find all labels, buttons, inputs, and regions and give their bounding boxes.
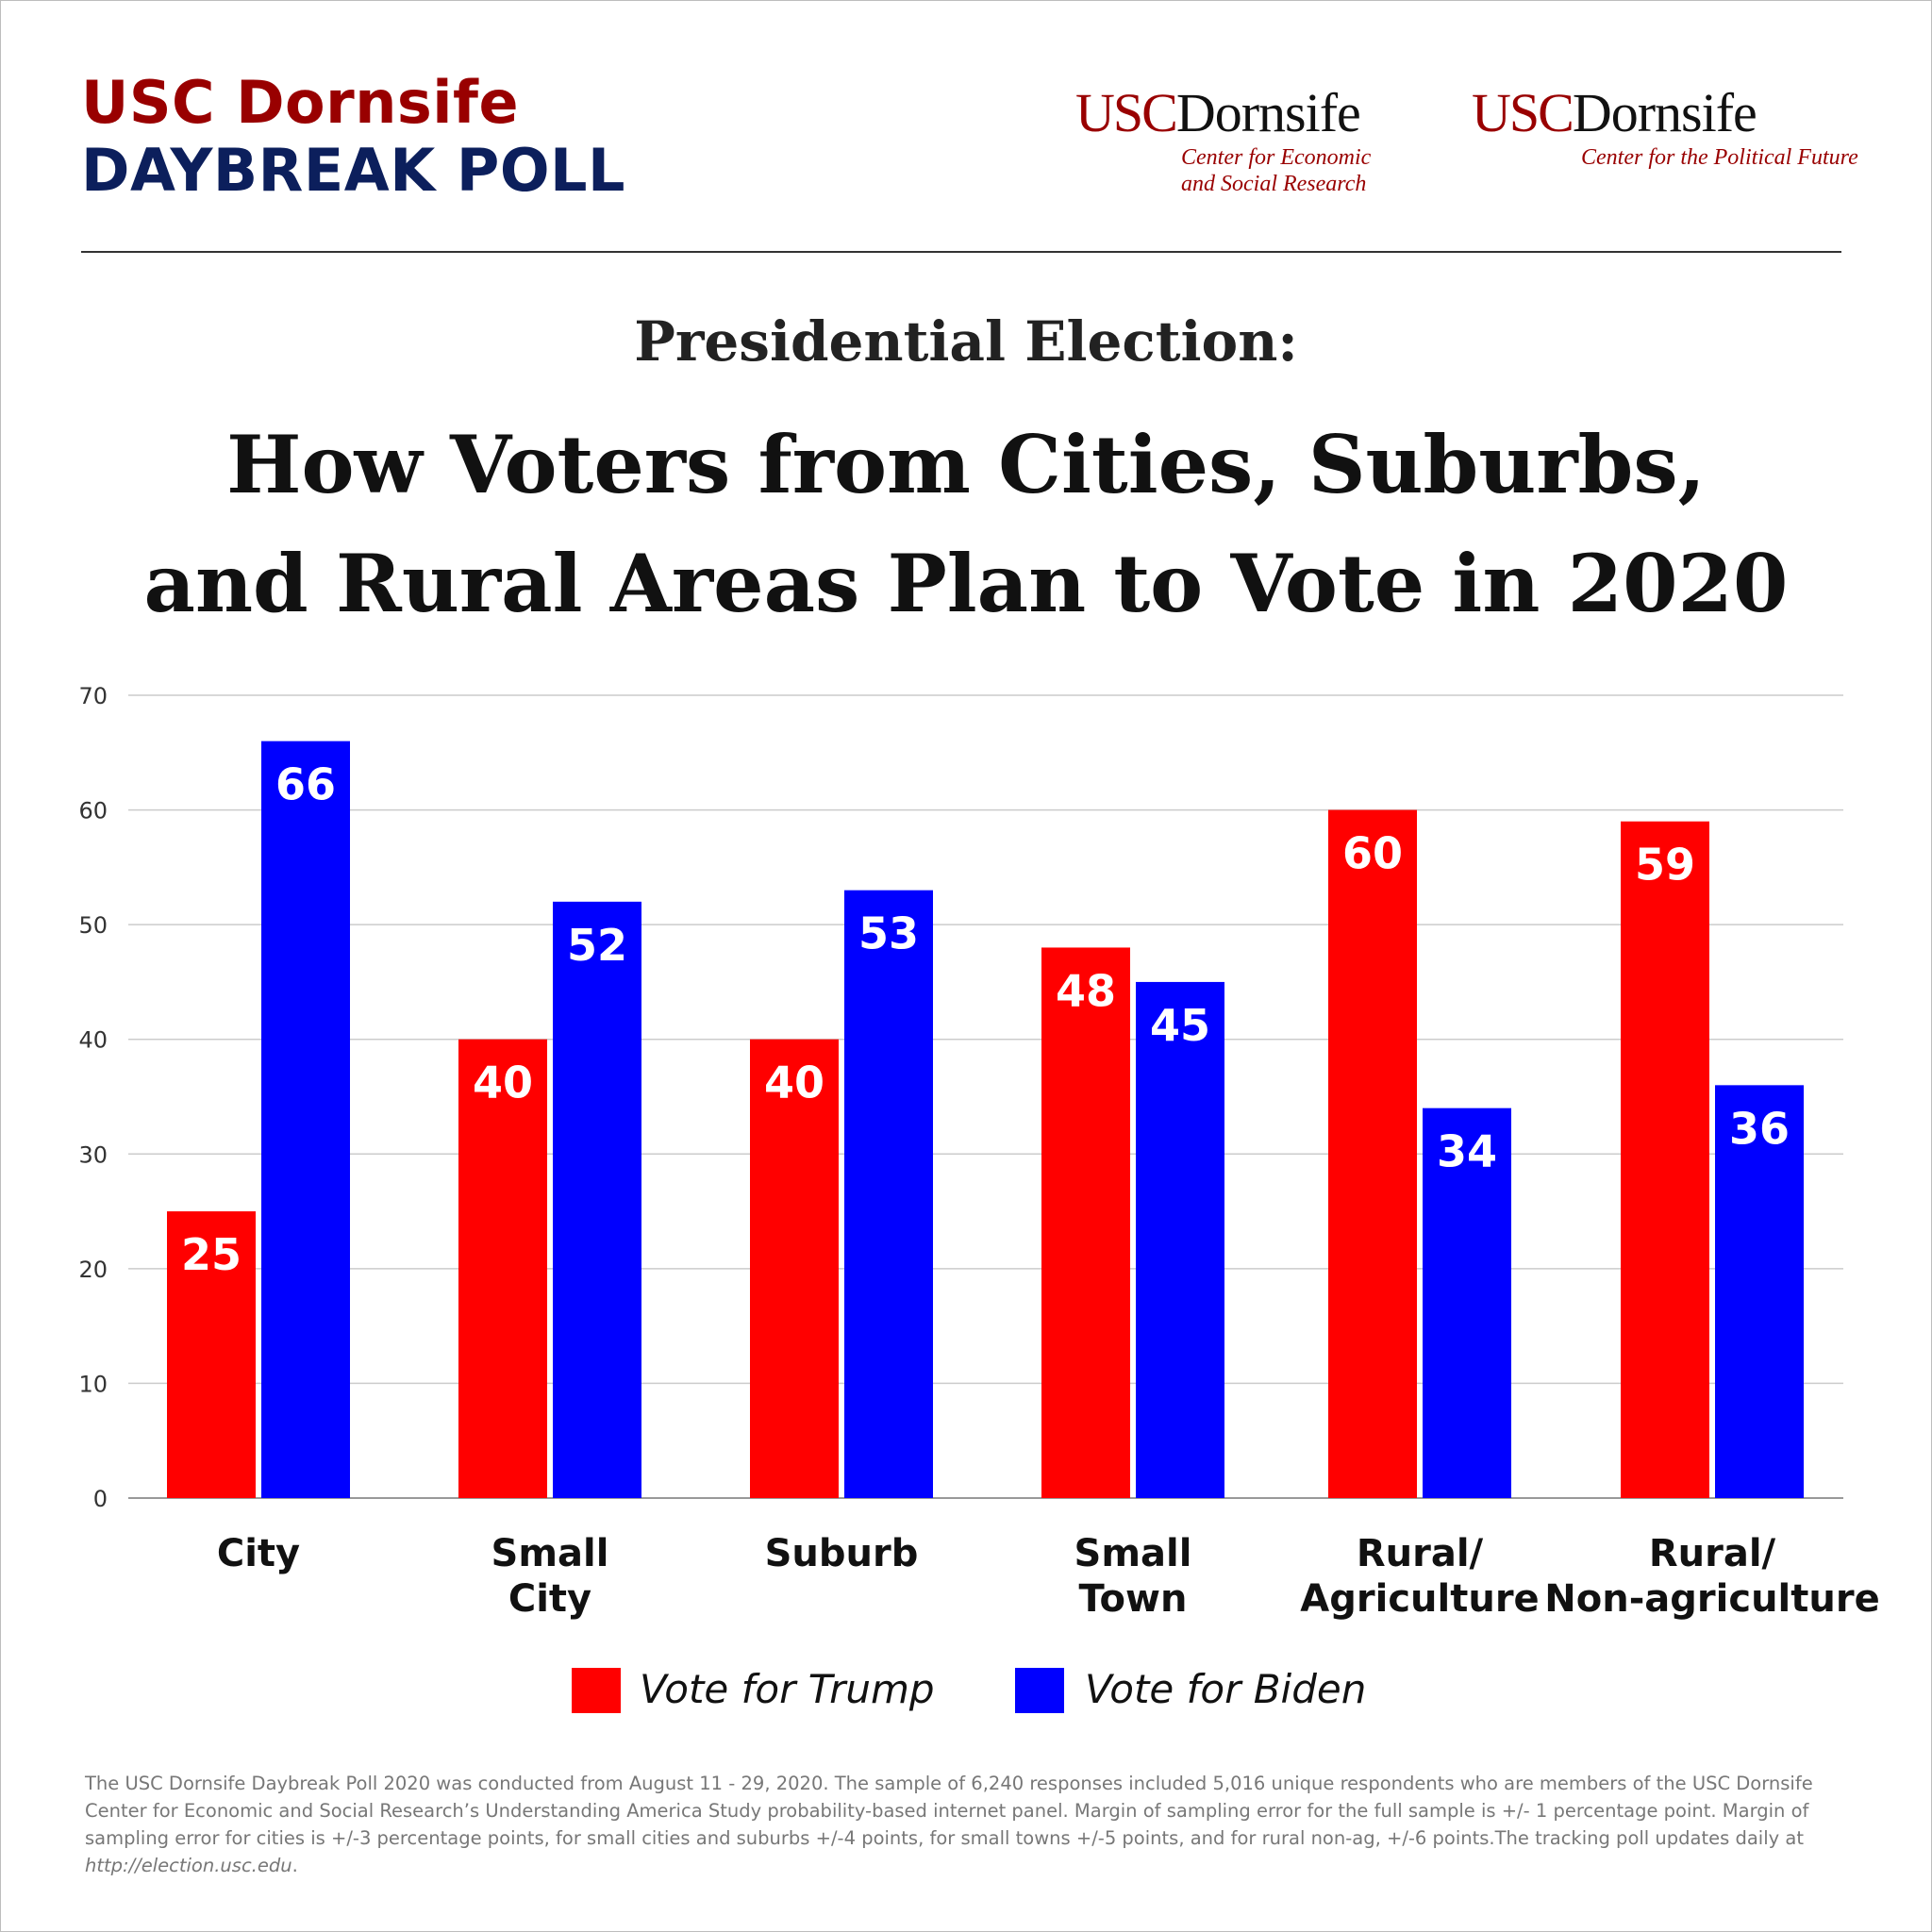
bar-value-label: 60 — [1342, 828, 1403, 879]
x-category-label: Rural/ — [1649, 1532, 1776, 1575]
logo-dornsife-text: Dornsife — [1572, 82, 1757, 143]
y-tick-label: 60 — [78, 798, 108, 824]
bar-biden — [1423, 1108, 1511, 1498]
bar-chart: 0 10 20 30 40 50 60 70 25 40 40 48 60 59 66 52 53 45 34 36 C… — [78, 683, 1879, 1621]
x-category-label: Small — [491, 1532, 609, 1575]
chart-subtitle: Presidential Election: — [634, 309, 1298, 374]
bar-biden — [553, 901, 641, 1498]
bar-biden — [1715, 1085, 1804, 1498]
bar-biden — [1136, 981, 1224, 1498]
logo-dornsife-text: Dornsife — [1175, 82, 1361, 143]
bar-biden — [844, 890, 933, 1498]
x-category-label: Rural/ — [1357, 1532, 1484, 1575]
logo-usc-text: USC — [1472, 82, 1574, 143]
brand-title-line2: DAYBREAK POLL — [81, 136, 626, 205]
methodology-footnote: The USC Dornsife Daybreak Poll 2020 was … — [85, 1770, 1858, 1879]
bar-value-label: 66 — [275, 759, 336, 810]
y-tick-label: 30 — [78, 1141, 108, 1168]
bar-value-label: 48 — [1056, 965, 1116, 1016]
y-tick-label: 10 — [78, 1371, 108, 1397]
brand-title-line1: USC Dornsife — [81, 68, 520, 137]
x-category-label: City — [508, 1577, 591, 1621]
footnote-text: The USC Dornsife Daybreak Poll 2020 was … — [85, 1773, 1813, 1849]
x-category-label: Non-agriculture — [1544, 1577, 1879, 1621]
bar-trump — [458, 1039, 547, 1498]
bar-biden — [261, 741, 350, 1498]
bar-value-label: 40 — [473, 1058, 533, 1108]
bar-trump — [1041, 947, 1130, 1498]
y-tick-label: 50 — [78, 912, 108, 939]
logo-political-future: USCDornsife Center for the Political Fut… — [1472, 81, 1858, 171]
x-category-label: City — [217, 1532, 300, 1575]
y-tick-label: 20 — [78, 1257, 108, 1283]
logo-subtitle-line2: and Social Research — [1181, 172, 1367, 196]
y-tick-label: 0 — [93, 1486, 108, 1512]
bar-value-label: 45 — [1150, 1000, 1210, 1051]
footnote-end: . — [291, 1855, 298, 1876]
chart-title-line1: How Voters from Cities, Suburbs, — [226, 418, 1706, 511]
legend-swatch-biden — [1015, 1668, 1064, 1713]
x-category-label: Small — [1074, 1532, 1192, 1575]
bar-trump — [167, 1211, 256, 1498]
x-category-label: Suburb — [765, 1532, 919, 1575]
bar-value-label: 59 — [1635, 840, 1695, 891]
logo-subtitle-line1: Center for Economic — [1181, 145, 1372, 170]
bar-trump — [1621, 821, 1709, 1498]
bar-trump — [750, 1039, 839, 1498]
bar-value-label: 25 — [181, 1229, 242, 1280]
footnote-url: http://election.usc.edu — [85, 1855, 292, 1876]
bar-value-label: 52 — [567, 920, 627, 971]
bar-value-label: 40 — [764, 1058, 824, 1108]
bar-value-label: 53 — [858, 908, 919, 959]
x-category-label: Agriculture — [1300, 1577, 1539, 1621]
legend-swatch-trump — [572, 1668, 621, 1713]
logo-usc-text: USC — [1075, 82, 1178, 143]
bar-value-label: 36 — [1729, 1103, 1790, 1154]
y-tick-label: 40 — [78, 1027, 108, 1054]
logo-subtitle-line1: Center for the Political Future — [1581, 145, 1858, 170]
x-category-label: Town — [1079, 1577, 1188, 1621]
chart-title: How Voters from Cities, Suburbs, and Rur… — [0, 406, 1932, 643]
logo-economic-social-research: USCDornsife Center for Economic and Soci… — [1075, 81, 1371, 197]
legend-label-biden: Vote for Biden — [1085, 1666, 1367, 1712]
header-divider — [81, 251, 1841, 253]
legend-label-trump: Vote for Trump — [640, 1666, 935, 1712]
chart-title-line2: and Rural Areas Plan to Vote in 2020 — [143, 537, 1789, 630]
bar-trump — [1328, 809, 1417, 1498]
y-tick-label: 70 — [78, 683, 108, 709]
bar-value-label: 34 — [1437, 1126, 1497, 1177]
